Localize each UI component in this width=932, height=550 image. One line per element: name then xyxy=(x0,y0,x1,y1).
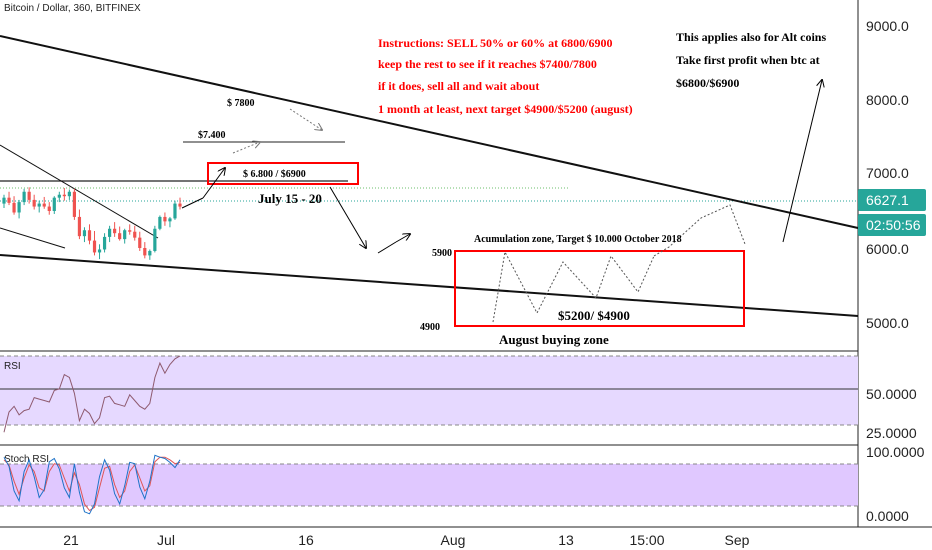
x-tick-aug: Aug xyxy=(441,532,466,548)
july-window-label: July 15 - 20 xyxy=(258,191,322,206)
alt-note-line-2: Take first profit when btc at xyxy=(676,53,820,67)
candle-body xyxy=(133,231,137,238)
accumulation-zone-label: Acumulation zone, Target $ 10.000 Octobe… xyxy=(474,234,682,245)
label-4900: 4900 xyxy=(420,322,440,333)
candle-body xyxy=(163,216,167,222)
instructions-note: Instructions: SELL 50% or 60% at 6800/69… xyxy=(378,36,633,116)
last-price-tag xyxy=(858,189,926,211)
alt-coins-note: This applies also for Alt coins Take fir… xyxy=(676,30,826,90)
candle-body xyxy=(138,237,142,248)
x-tick-jul: Jul xyxy=(157,532,175,548)
alt-note-line-1: This applies also for Alt coins xyxy=(676,30,826,44)
label-7800: $ 7800 xyxy=(227,98,255,109)
stoch-rsi-label: Stoch RSI xyxy=(4,454,49,465)
candle-body xyxy=(12,202,16,213)
candle-body xyxy=(118,233,122,240)
stoch-k-line xyxy=(3,454,181,515)
y-tick-6000: 6000.0 xyxy=(866,241,909,257)
candle-body xyxy=(82,230,87,237)
sell-zone-label: $ 6.800 / $6900 xyxy=(243,169,306,180)
candle-body xyxy=(7,197,11,203)
channel-line-bottom xyxy=(0,227,66,249)
y-tick-7000: 7000.0 xyxy=(866,165,909,181)
candle-body xyxy=(102,236,107,250)
stoch-tick-0: 0.0000 xyxy=(866,508,909,524)
instructions-line-1: Instructions: SELL 50% or 60% at 6800/69… xyxy=(378,36,612,50)
candle-body xyxy=(148,250,152,256)
candle-body xyxy=(2,197,6,204)
candle-body xyxy=(158,216,162,229)
rsi-tick-25: 25.0000 xyxy=(866,425,917,441)
time-axis[interactable]: 21 Jul 16 Aug 13 15:00 Sep xyxy=(63,532,749,548)
candle-body xyxy=(87,230,92,241)
candle-body xyxy=(22,191,26,203)
candle-body xyxy=(113,228,117,234)
candle-body xyxy=(72,191,76,217)
rsi-tick-50: 50.0000 xyxy=(866,386,917,402)
candle-body xyxy=(153,228,157,251)
rsi-label: RSI xyxy=(4,361,21,372)
zone-price-label: $5200/ $4900 xyxy=(558,308,630,323)
instructions-line-2: keep the rest to see if it reaches $7400… xyxy=(378,57,597,71)
candle-body xyxy=(178,203,182,207)
countdown-value: 02:50:56 xyxy=(866,217,921,233)
countdown-tag xyxy=(858,214,926,236)
candle-body xyxy=(77,216,82,237)
candle-body xyxy=(67,191,71,197)
candle-body xyxy=(168,218,172,222)
candle-body xyxy=(17,202,21,213)
candle-body xyxy=(123,230,127,240)
candle-body xyxy=(92,240,97,253)
x-tick-13: 13 xyxy=(558,532,574,548)
x-tick-21: 21 xyxy=(63,532,79,548)
y-tick-9000: 9000.0 xyxy=(866,18,909,34)
alt-note-line-3: $6800/$6900 xyxy=(676,76,739,90)
rsi-line xyxy=(3,355,181,433)
x-tick-16: 16 xyxy=(298,532,314,548)
candle-body xyxy=(57,194,61,198)
y-tick-8000: 8000.0 xyxy=(866,92,909,108)
x-tick-sep: Sep xyxy=(725,532,750,548)
candle-body xyxy=(27,191,31,200)
candle-body xyxy=(47,206,51,211)
price-axis[interactable]: 9000.0 8000.0 7000.0 6000.0 5000.0 xyxy=(866,18,909,331)
descending-trendline-lower xyxy=(0,254,859,317)
instructions-line-3: if it does, sell all and wait about xyxy=(378,79,539,93)
candle-body xyxy=(42,203,46,207)
buying-zone-label: August buying zone xyxy=(499,332,609,347)
candle-body xyxy=(37,203,41,207)
channel-line-top xyxy=(0,144,159,239)
label-5900: 5900 xyxy=(432,248,452,259)
stoch-band xyxy=(0,464,858,506)
last-price-value: 6627.1 xyxy=(866,192,909,208)
accumulation-zone-box xyxy=(454,250,745,327)
candle-body xyxy=(62,194,66,197)
candle-body xyxy=(173,203,177,219)
symbol-title: Bitcoin / Dollar, 360, BITFINEX xyxy=(4,3,141,14)
label-7400: $7.400 xyxy=(198,130,226,141)
candlestick-series xyxy=(2,187,182,260)
y-tick-5000: 5000.0 xyxy=(866,315,909,331)
instructions-line-4: 1 month at least, next target $4900/$520… xyxy=(378,102,633,116)
candle-body xyxy=(32,199,36,207)
candle-body xyxy=(97,249,102,253)
candle-body xyxy=(128,230,132,232)
descending-trendline-upper xyxy=(0,35,859,229)
sell-zone-box xyxy=(207,162,359,185)
rsi-band xyxy=(0,356,858,425)
stoch-tick-100: 100.0000 xyxy=(866,444,925,460)
candle-body xyxy=(52,197,56,211)
projection-arrows xyxy=(181,80,822,323)
candle-body xyxy=(108,228,112,237)
candle-body xyxy=(143,248,147,256)
x-tick-1500: 15:00 xyxy=(629,532,664,548)
